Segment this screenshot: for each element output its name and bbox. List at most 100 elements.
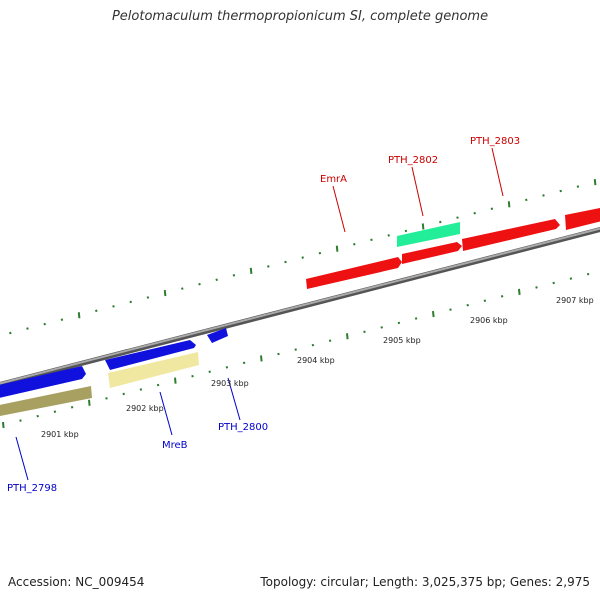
gene-blue-2798: [0, 366, 86, 398]
tick-mark: [43, 322, 46, 326]
tick-mark: [198, 282, 201, 286]
gene-red-b: [402, 242, 462, 264]
tick-mark: [397, 321, 401, 325]
gene-khaki: [0, 386, 92, 417]
gene-blue-2800: [207, 328, 228, 343]
gene-red-d: [565, 208, 600, 230]
tick-mark: [284, 260, 287, 264]
kbp-label-2904: 2904 kbp: [297, 356, 335, 365]
topology-label: Topology: circular; Length: 3,025,375 bp…: [260, 575, 590, 589]
tick-mark: [294, 348, 297, 351]
tick-mark: [2, 421, 5, 429]
tick-mark: [593, 179, 597, 186]
tick-mark: [19, 419, 22, 422]
tick-mark: [191, 374, 194, 378]
pth2802-callout-line: [411, 166, 424, 217]
tick-mark: [301, 256, 304, 259]
tick-mark: [552, 281, 555, 285]
tick-mark: [500, 295, 504, 298]
pth2800-callout-line: [227, 377, 241, 421]
gene-red-a: [306, 257, 402, 289]
tick-mark: [456, 216, 459, 219]
tick-mark: [139, 388, 143, 391]
tick-mark: [542, 194, 545, 197]
tick-mark: [439, 220, 442, 224]
tick-mark: [26, 327, 29, 330]
tick-mark: [328, 339, 332, 342]
tick-mark: [346, 333, 349, 340]
map-title: Pelotomaculum thermopropionicum SI, comp…: [111, 9, 489, 24]
pth2798-callout-line: [15, 436, 29, 481]
tick-mark: [77, 312, 81, 319]
tick-mark: [9, 331, 12, 335]
gene-label-pth2802: PTH_2802: [388, 155, 438, 166]
tick-mark: [146, 296, 150, 299]
inner-tick-row: [2, 272, 590, 429]
tick-mark: [353, 242, 356, 246]
mreb-callout-line: [159, 391, 173, 436]
tick-mark: [490, 207, 494, 211]
tick-mark: [559, 189, 562, 193]
tick-mark: [414, 317, 418, 320]
tick-mark: [60, 318, 64, 321]
tick-mark: [432, 310, 435, 318]
gene-pale: [108, 352, 199, 388]
tick-mark: [122, 392, 125, 396]
tick-mark: [156, 383, 160, 387]
tick-mark: [70, 405, 74, 409]
tick-mark: [129, 300, 132, 304]
tick-mark: [483, 299, 487, 303]
tick-mark: [518, 288, 521, 295]
tick-mark: [421, 223, 425, 230]
gene-red-c: [462, 219, 560, 251]
kbp-label-2907: 2907 kbp: [556, 296, 594, 305]
tick-mark: [569, 277, 573, 280]
tick-mark: [466, 303, 469, 307]
tick-mark: [53, 410, 57, 413]
gene-label-pth2800: PTH_2800: [218, 422, 268, 433]
tick-mark: [311, 343, 315, 347]
tick-mark: [576, 185, 580, 188]
tick-mark: [112, 305, 115, 308]
emra-callout-line: [332, 185, 346, 233]
gene-label-emra: EmrA: [320, 174, 347, 185]
tick-mark: [404, 229, 408, 233]
tick-mark: [535, 286, 538, 289]
tick-mark: [335, 245, 339, 252]
tick-mark: [449, 308, 452, 311]
tick-mark: [260, 355, 263, 362]
tick-mark: [525, 198, 528, 202]
kbp-label-2903: 2903 kbp: [211, 379, 249, 388]
gene-label-pth2803: PTH_2803: [470, 136, 520, 147]
kbp-label-2902: 2902 kbp: [126, 404, 164, 413]
accession-label: Accession: NC_009454: [8, 575, 145, 589]
tick-mark: [387, 234, 390, 237]
gene-label-pth2798: PTH_2798: [7, 483, 57, 494]
tick-mark: [242, 361, 246, 365]
gene-label-mreb: MreB: [162, 440, 188, 451]
pth2803-callout-line: [491, 147, 504, 197]
tick-mark: [215, 278, 218, 282]
gene-teal-emra: [397, 222, 460, 247]
tick-mark: [105, 397, 108, 400]
tick-mark: [370, 238, 373, 242]
tick-mark: [380, 326, 383, 329]
gene-blue-mreb: [105, 340, 196, 370]
tick-mark: [363, 330, 366, 334]
tick-mark: [181, 287, 184, 290]
tick-mark: [507, 201, 511, 208]
tick-mark: [174, 377, 177, 384]
tick-mark: [267, 265, 270, 268]
tick-mark: [586, 272, 590, 276]
outer-tick-row: [9, 179, 597, 335]
kbp-label-2901: 2901 kbp: [41, 430, 79, 439]
tick-mark: [36, 414, 39, 418]
tick-mark: [277, 352, 280, 356]
tick-mark: [208, 370, 211, 374]
tick-mark: [249, 267, 253, 274]
kbp-label-2906: 2906 kbp: [470, 316, 508, 325]
tick-mark: [88, 399, 91, 406]
tick-mark: [225, 366, 229, 369]
tick-mark: [163, 289, 167, 297]
